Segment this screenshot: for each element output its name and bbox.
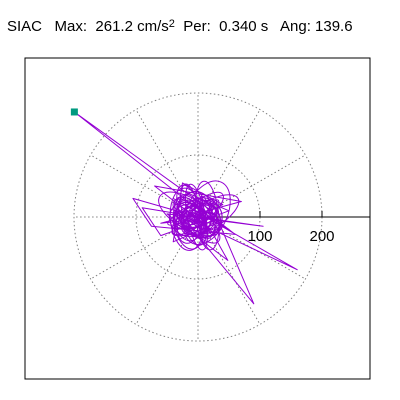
radial-tick-label-100: 100 bbox=[247, 228, 272, 245]
station-code: SIAC bbox=[7, 18, 43, 35]
plot-frame bbox=[24, 57, 371, 380]
max-value: 261.2 cm/s bbox=[95, 18, 169, 35]
radial-axis: 100 200 bbox=[198, 211, 370, 245]
peak-marker-group bbox=[70, 108, 78, 116]
motion-trace bbox=[73, 111, 298, 305]
grid-spoke-330 bbox=[208, 222, 306, 280]
grid-spoke-60 bbox=[203, 109, 261, 207]
grid-spoke-30 bbox=[208, 154, 306, 212]
trajectory-loop bbox=[199, 199, 220, 233]
trajectory-loop bbox=[181, 194, 240, 236]
grid-spoke-120 bbox=[135, 109, 193, 207]
grid-spoke-210 bbox=[90, 222, 188, 280]
ang-value: 139.6 bbox=[315, 18, 353, 35]
trajectory-loop bbox=[176, 206, 203, 244]
grid-spoke-300 bbox=[203, 227, 261, 325]
radial-tick-label-200: 200 bbox=[309, 228, 334, 245]
max-unit-exponent: 2 bbox=[168, 18, 175, 30]
grid-spoke-150 bbox=[90, 154, 188, 212]
trajectory-loop bbox=[158, 191, 221, 237]
trajectory-loop bbox=[187, 199, 223, 235]
peak-marker bbox=[70, 108, 78, 116]
trajectory-loop bbox=[169, 187, 205, 251]
chart-title: SIAC Max: 261.2 cm/s2 Per: 0.340 s Ang: … bbox=[7, 18, 353, 36]
trajectory-loop bbox=[194, 180, 220, 251]
trajectory-loop bbox=[174, 190, 204, 230]
ang-label: Ang: bbox=[280, 18, 311, 35]
per-label: Per: bbox=[183, 18, 211, 35]
max-label: Max: bbox=[54, 18, 88, 35]
grid-spoke-240 bbox=[135, 227, 193, 325]
per-value: 0.340 s bbox=[219, 18, 269, 35]
